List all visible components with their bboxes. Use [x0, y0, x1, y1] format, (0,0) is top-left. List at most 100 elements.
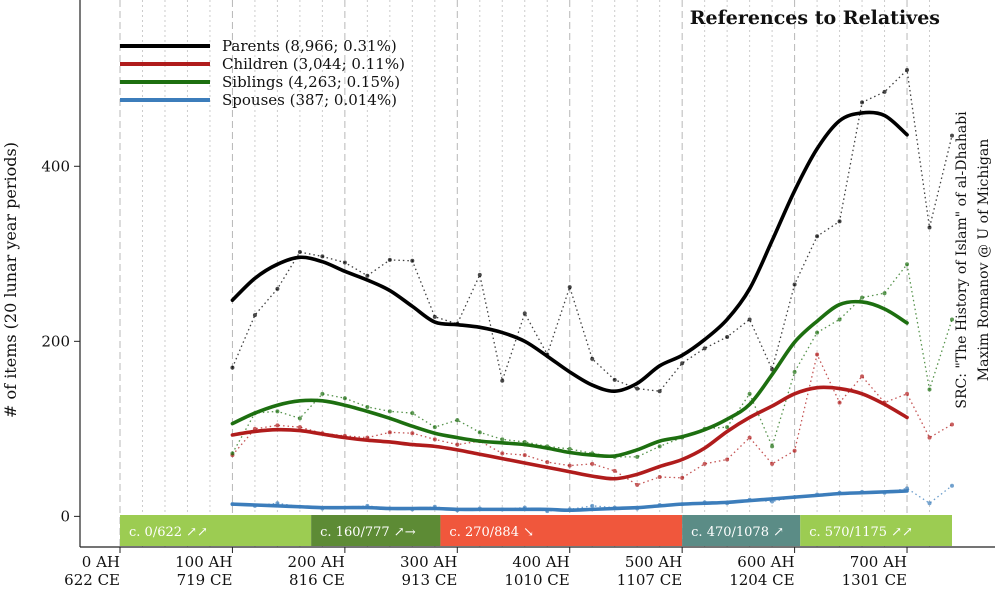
- raw-data-point: [230, 451, 235, 456]
- raw-data-point: [950, 133, 954, 138]
- legend-label: Children (3,044; 0.11%): [222, 55, 405, 73]
- raw-data-point: [432, 425, 437, 430]
- raw-data-point: [657, 389, 662, 394]
- raw-data-point: [365, 273, 370, 278]
- x-tick-label-ah: 500 AH: [625, 553, 682, 571]
- raw-data-point: [837, 400, 842, 405]
- source-note: SRC: "The History of Islam" of al-Dhahab…: [954, 111, 970, 409]
- series-line: [230, 299, 909, 459]
- raw-data-point: [702, 461, 707, 466]
- era-band: [682, 515, 801, 546]
- raw-data-point: [567, 285, 572, 290]
- era-band: [440, 515, 683, 546]
- raw-data-point: [590, 356, 595, 361]
- raw-data-point: [410, 258, 415, 263]
- raw-data-point: [792, 369, 797, 374]
- raw-data-point: [567, 463, 572, 468]
- smoothed-series-layer: [230, 110, 909, 513]
- raw-series-line: [231, 68, 953, 392]
- raw-data-point: [320, 254, 325, 259]
- raw-data-point: [927, 501, 932, 506]
- raw-data-point: [252, 313, 257, 318]
- raw-data-point: [635, 386, 640, 391]
- credit-note: Maxim Romanov @ U of Michigan: [976, 139, 992, 381]
- raw-data-point: [837, 219, 842, 224]
- raw-data-point: [522, 453, 527, 458]
- raw-data-point: [500, 437, 505, 442]
- raw-data-point: [590, 461, 595, 466]
- y-axis-label: # of items (20 lunar year periods): [1, 142, 20, 418]
- x-tick-label-ah: 0 AH: [82, 553, 120, 571]
- raw-data-point: [410, 431, 415, 436]
- raw-data-point: [680, 361, 685, 366]
- raw-data-point: [792, 282, 797, 287]
- raw-data-point: [860, 100, 865, 105]
- raw-data-point: [927, 387, 932, 392]
- raw-data-point: [477, 272, 482, 277]
- raw-data-point: [815, 234, 820, 239]
- raw-data-point: [815, 330, 820, 335]
- raw-data-point: [747, 391, 752, 396]
- raw-data-point: [950, 422, 954, 427]
- raw-data-point: [590, 503, 595, 508]
- raw-data-point: [882, 291, 887, 296]
- era-label: c. 270/884 ↘: [449, 525, 534, 540]
- raw-data-point: [950, 483, 954, 488]
- raw-data-point: [747, 435, 752, 440]
- era-label: c. 570/1175 ↗↗: [809, 525, 913, 540]
- raw-data-point: [410, 411, 415, 416]
- raw-data-point: [320, 391, 325, 396]
- raw-data-point: [702, 346, 707, 351]
- raw-data-point: [860, 295, 865, 300]
- raw-data-point: [792, 448, 797, 453]
- chart-title: References to Relatives: [690, 7, 940, 29]
- series-line: [230, 385, 909, 481]
- raw-data-point: [500, 378, 505, 383]
- raw-data-point: [432, 437, 437, 442]
- raw-data-point: [387, 430, 392, 435]
- raw-data-point: [477, 430, 482, 435]
- y-tick-label: 200: [41, 332, 70, 350]
- raw-data-point: [725, 457, 730, 462]
- x-tick-label-ce: 913 CE: [401, 571, 457, 589]
- x-tick-label-ce: 816 CE: [289, 571, 345, 589]
- raw-data-point: [612, 377, 617, 382]
- raw-data-point: [365, 404, 370, 409]
- raw-data-point: [432, 314, 437, 319]
- raw-data-point: [657, 474, 662, 479]
- raw-data-point: [927, 225, 932, 230]
- raw-data-point: [275, 423, 280, 428]
- raw-data-point: [522, 311, 527, 316]
- x-tick-label-ah: 100 AH: [175, 553, 232, 571]
- raw-data-point: [297, 250, 302, 255]
- raw-data-point: [725, 334, 730, 339]
- x-tick-label-ah: 400 AH: [512, 553, 569, 571]
- x-tick-label-ce: 719 CE: [177, 571, 233, 589]
- raw-data-point: [837, 317, 842, 322]
- era-bands: c. 0/622 ↗↗ c. 160/777 ↗→ c. 270/884 ↘ c. 4…: [120, 515, 952, 546]
- raw-data-point: [567, 446, 572, 451]
- raw-data-point: [275, 409, 280, 414]
- raw-data-point: [455, 442, 460, 447]
- raw-data-point: [770, 444, 775, 449]
- raw-data-point: [342, 396, 347, 401]
- raw-data-point: [860, 374, 865, 379]
- x-tick-label-ah: 300 AH: [400, 553, 457, 571]
- raw-data-point: [635, 454, 640, 459]
- raw-data-point: [545, 460, 550, 465]
- raw-data-point: [770, 461, 775, 466]
- raw-data-point: [297, 416, 302, 421]
- raw-data-point: [387, 409, 392, 414]
- legend-label: Spouses (387; 0.014%): [222, 91, 397, 109]
- era-band: [800, 515, 952, 546]
- raw-data-point: [950, 317, 954, 322]
- x-tick-label-ce: 1301 CE: [842, 571, 907, 589]
- x-tick-label-ah: 200 AH: [288, 553, 345, 571]
- raw-data-point: [230, 365, 235, 370]
- raw-data-point: [905, 262, 910, 267]
- legend-label: Siblings (4,263; 0.15%): [222, 73, 400, 91]
- raw-data-point: [455, 418, 460, 423]
- raw-data-point: [342, 260, 347, 265]
